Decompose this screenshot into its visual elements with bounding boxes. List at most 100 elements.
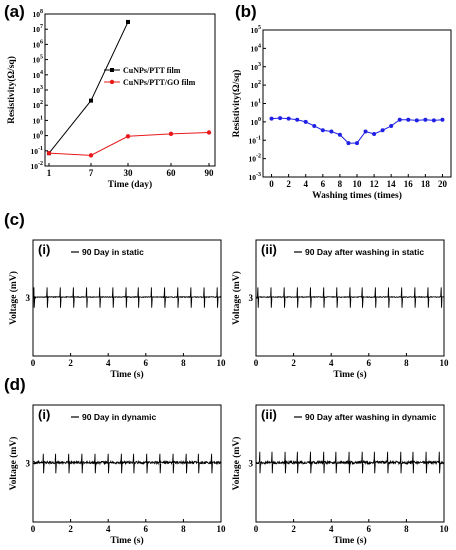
panel-label-d: (d) <box>4 375 26 394</box>
y-tick-label-c-i-0: 3 <box>26 293 31 303</box>
data-point-a-1-2 <box>125 134 131 139</box>
x-tick-label-c-ii-0: 0 <box>254 358 259 368</box>
y-tick-label-b-7: 104 <box>251 43 262 53</box>
y-tick-label-b-4: 101 <box>251 99 262 109</box>
x-tick-label-c-ii-1: 2 <box>291 358 296 368</box>
ecg-trace-c-ii <box>256 287 445 308</box>
y-tick-label-a-9-exp: 7 <box>40 24 43 30</box>
y-tick-label-a-1: 10-1 <box>31 146 44 156</box>
chart-a-resistivity-vs-time: 1 7 30 60 9010-210-1100101102103104105106107… <box>6 9 216 190</box>
x-tick-label-b-7: 14 <box>387 179 397 189</box>
y-tick-label-a-6-exp: 4 <box>40 70 43 76</box>
x-tick-label-c-i-4: 8 <box>181 358 186 368</box>
x-tick-label-b-5: 10 <box>353 179 363 189</box>
data-point-b-14 <box>389 123 394 128</box>
y-tick-label-b-6-exp: 3 <box>258 62 261 68</box>
sub-label-d-i: (i) <box>38 407 50 422</box>
x-tick-label-d-i-1: 2 <box>68 524 73 534</box>
y-tick-label-a-0-exp: -2 <box>38 161 43 167</box>
y-tick-label-b-8-base: 10 <box>251 26 259 35</box>
y-tick-label-b-2-exp: -1 <box>256 135 261 141</box>
y-tick-label-a-6-base: 10 <box>33 71 41 80</box>
data-point-b-2 <box>286 116 291 121</box>
y-tick-label-d-ii-0: 3 <box>249 459 254 469</box>
data-point-b-9 <box>346 141 351 146</box>
x-tick-label-b-8: 16 <box>404 179 414 189</box>
legend-label-d-i: 90 Day in dynamic <box>82 412 156 422</box>
x-tick-label-d-ii-1: 2 <box>291 524 296 534</box>
y-tick-label-a-9-base: 10 <box>33 25 41 34</box>
y-tick-label-b-8-exp: 5 <box>258 25 261 31</box>
y-tick-label-a-2-base: 10 <box>33 132 41 141</box>
y-axis-title-c-i: Voltage (mV) <box>8 271 19 325</box>
x-tick-label-b-4: 8 <box>338 179 343 189</box>
y-axis-title-c-ii: Voltage (mV) <box>231 271 242 325</box>
x-axis-title-c-ii: Time (s) <box>333 369 366 380</box>
x-axis-title-d-i: Time (s) <box>110 535 143 546</box>
x-tick-label-c-ii-2: 4 <box>329 358 334 368</box>
data-point-b-4 <box>303 119 308 124</box>
x-tick-label-d-ii-0: 0 <box>254 524 259 534</box>
x-tick-label-b-3: 6 <box>321 179 326 189</box>
plot-area-b <box>262 29 452 178</box>
plot-area-a <box>44 13 216 167</box>
ecg-trace-c-i <box>32 287 221 308</box>
y-tick-label-b-5-exp: 2 <box>258 80 261 86</box>
y-tick-label-a-7: 105 <box>33 55 44 65</box>
x-tick-label-c-ii-4: 8 <box>404 358 409 368</box>
y-tick-label-a-3-base: 10 <box>33 116 41 125</box>
y-tick-label-a-4: 102 <box>33 100 44 110</box>
y-tick-label-a-1-base: 10 <box>31 147 39 156</box>
legend-label-c-i: 90 Day in static <box>82 247 144 257</box>
x-tick-label-d-ii-5: 10 <box>440 524 450 534</box>
x-tick-label-a-2: 30 <box>124 168 134 178</box>
x-tick-label-c-i-1: 2 <box>68 358 73 368</box>
y-tick-label-a-6: 104 <box>33 70 44 80</box>
x-axis-title-a: Time (day) <box>108 179 152 190</box>
data-point-b-20 <box>440 117 445 122</box>
data-point-a-1-1 <box>88 153 94 158</box>
x-axis-title-c-i: Time (s) <box>110 369 143 380</box>
y-axis-title-b: Resistivity(Ω/sq) <box>231 70 242 138</box>
chart-c-ii-ecg-static-washed: 0 2 4 6 8 10 3 Time (s) Voltage (mV) (ii) 90 Day a… <box>231 239 449 380</box>
x-tick-label-a-0: 1 <box>47 168 52 178</box>
legend-label-a-0: CuNPs/PTT film <box>123 66 181 75</box>
y-tick-label-a-2: 100 <box>33 131 44 141</box>
y-tick-label-b-0: 10-3 <box>249 172 262 182</box>
y-tick-label-a-4-exp: 2 <box>40 100 43 106</box>
x-tick-label-b-10: 20 <box>438 179 448 189</box>
y-tick-label-b-1: 10-2 <box>249 154 262 164</box>
y-tick-label-b-2-base: 10 <box>249 136 257 145</box>
y-tick-label-b-6: 103 <box>251 62 262 72</box>
sub-label-c-i: (i) <box>38 242 50 257</box>
legend-label-c-ii: 90 Day after washing in static <box>305 247 424 257</box>
data-point-b-18 <box>423 117 428 122</box>
y-tick-label-a-10-base: 10 <box>33 10 41 19</box>
y-tick-label-a-5: 103 <box>33 85 44 95</box>
data-point-b-17 <box>414 118 419 123</box>
x-tick-label-c-i-2: 4 <box>106 358 111 368</box>
x-tick-label-d-ii-2: 4 <box>329 524 334 534</box>
data-point-b-8 <box>337 132 342 137</box>
y-tick-label-b-6-base: 10 <box>251 63 259 72</box>
y-tick-label-a-10-exp: 8 <box>40 9 43 15</box>
x-tick-label-a-1: 7 <box>89 168 94 178</box>
legend-label-a-1: CuNPs/PTT/GO film <box>123 78 196 87</box>
chart-d-ii-ecg-dynamic-washed: 0 2 4 6 8 10 3 Time (s) Voltage (mV) (ii) 90 Day a… <box>231 404 450 546</box>
x-tick-label-b-9: 18 <box>421 179 431 189</box>
data-point-a-0-1 <box>89 98 93 103</box>
sub-label-d-ii: (ii) <box>261 407 277 422</box>
y-tick-label-b-1-base: 10 <box>249 155 257 164</box>
data-point-b-10 <box>355 141 359 146</box>
chart-b-resistivity-vs-washing: 0 2 4 6 8 10 12 14 16 18 2010-310-210-110010110210… <box>231 25 452 201</box>
y-tick-label-b-0-exp: -3 <box>256 172 261 178</box>
x-tick-label-b-0: 0 <box>269 179 274 189</box>
y-axis-title-d-i: Voltage (mV) <box>8 437 19 491</box>
y-tick-label-c-ii-0: 3 <box>249 293 254 303</box>
data-point-b-3 <box>295 117 300 122</box>
y-tick-label-a-2-exp: 0 <box>40 131 43 137</box>
panel-label-c: (c) <box>4 210 25 229</box>
data-point-a-1-3 <box>168 131 174 137</box>
y-tick-label-a-1-exp: -1 <box>38 146 43 152</box>
